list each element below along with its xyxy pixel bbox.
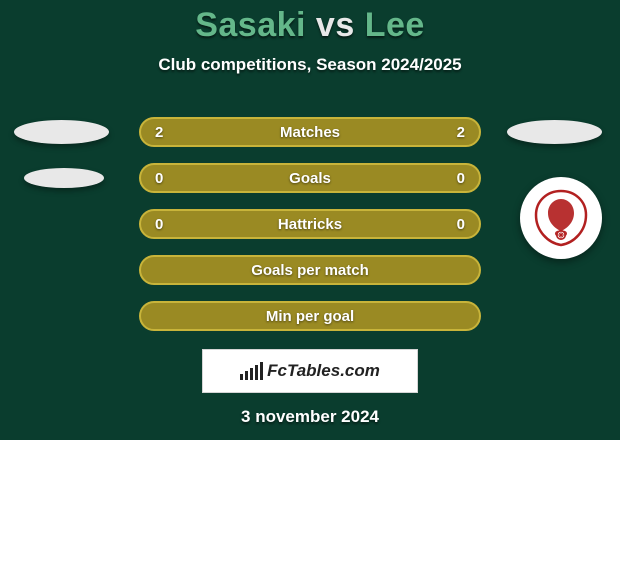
- stat-bar-gpm: Goals per match: [139, 255, 481, 285]
- player1-badge: [24, 168, 104, 188]
- comparison-header: Sasaki vs Lee Club competitions, Season …: [0, 0, 620, 75]
- player1-badge: [14, 120, 109, 144]
- branding-box[interactable]: FcTables.com: [202, 349, 418, 393]
- site-name: FcTables.com: [267, 361, 380, 381]
- stat-row: Min per goal: [0, 293, 620, 339]
- player2-name: Lee: [365, 6, 425, 44]
- vs-label: vs: [316, 6, 355, 44]
- stat-left-value: 0: [155, 170, 163, 187]
- ellipse-icon: [14, 120, 109, 144]
- stat-row: 2 Matches 2: [0, 109, 620, 155]
- stat-bar-matches: 2 Matches 2: [139, 117, 481, 147]
- stat-right-value: 2: [457, 124, 465, 141]
- season-subtitle: Club competitions, Season 2024/2025: [0, 55, 620, 75]
- stat-label: Hattricks: [141, 216, 479, 233]
- stat-row: 0 Hattricks 0: [0, 201, 620, 247]
- stat-bar-mpg: Min per goal: [139, 301, 481, 331]
- stat-label: Goals: [141, 170, 479, 187]
- ellipse-icon: [507, 120, 602, 144]
- stat-left-value: 2: [155, 124, 163, 141]
- stat-label: Min per goal: [141, 308, 479, 325]
- title: Sasaki vs Lee: [0, 6, 620, 45]
- generation-date: 3 november 2024: [0, 407, 620, 427]
- stat-left-value: 0: [155, 216, 163, 233]
- stat-right-value: 0: [457, 216, 465, 233]
- player2-badge: [507, 120, 602, 144]
- stat-label: Goals per match: [141, 262, 479, 279]
- stat-row: Goals per match: [0, 247, 620, 293]
- player1-name: Sasaki: [195, 6, 306, 44]
- stat-bar-hattricks: 0 Hattricks 0: [139, 209, 481, 239]
- bar-chart-icon: [240, 362, 263, 380]
- stats-panel: 2 Matches 2 0 Goals 0 0 Hattricks: [0, 109, 620, 427]
- stat-label: Matches: [141, 124, 479, 141]
- ellipse-icon: [24, 168, 104, 188]
- stat-right-value: 0: [457, 170, 465, 187]
- stat-bar-goals: 0 Goals 0: [139, 163, 481, 193]
